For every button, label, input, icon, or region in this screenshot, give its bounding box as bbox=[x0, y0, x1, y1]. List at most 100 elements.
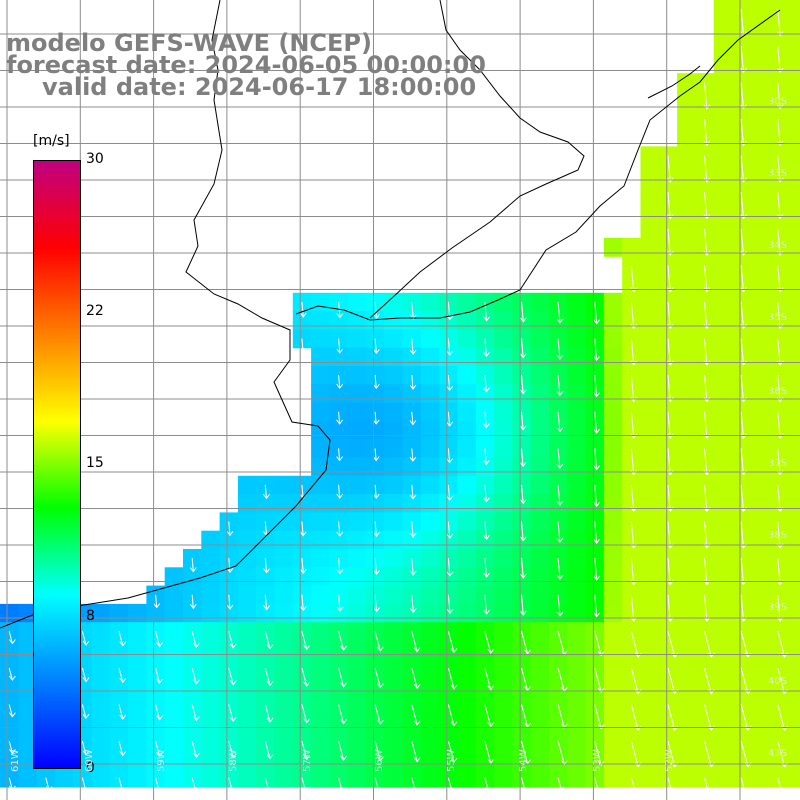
wind-speed-cell bbox=[439, 457, 459, 477]
wind-speed-cell bbox=[786, 237, 800, 257]
wind-speed-cell bbox=[384, 695, 404, 715]
wind-speed-cell bbox=[366, 677, 385, 696]
wind-arrow bbox=[45, 777, 53, 792]
wind-speed-cell bbox=[530, 366, 550, 385]
wind-speed-cell bbox=[530, 311, 550, 330]
wind-arrow bbox=[338, 740, 347, 761]
wind-speed-cell bbox=[658, 420, 678, 440]
wind-speed-cell bbox=[786, 109, 800, 129]
wind-speed-cell bbox=[311, 530, 330, 550]
wind-arrow bbox=[372, 484, 380, 499]
wind-speed-cell bbox=[274, 695, 294, 715]
wind-speed-cell bbox=[585, 567, 605, 587]
wind-speed-cell bbox=[530, 768, 550, 788]
wind-speed-cell bbox=[420, 366, 440, 385]
wind-arrow bbox=[118, 667, 127, 684]
wind-arrow bbox=[301, 777, 311, 797]
wind-speed-cell bbox=[567, 512, 587, 532]
wind-speed-cell bbox=[530, 677, 550, 696]
wind-speed-cell bbox=[567, 567, 587, 587]
wind-arrow bbox=[740, 228, 747, 256]
wind-speed-cell bbox=[786, 658, 800, 678]
wind-speed-cell bbox=[750, 347, 770, 367]
wind-speed-cell bbox=[366, 384, 385, 404]
wind-speed-cell bbox=[128, 768, 147, 788]
wind-speed-cell bbox=[512, 420, 532, 440]
wind-speed-cell bbox=[786, 457, 800, 477]
wind-speed-cell bbox=[237, 585, 257, 605]
wind-speed-cell bbox=[603, 347, 623, 367]
wind-speed-cell bbox=[494, 457, 513, 477]
wind-speed-cell bbox=[0, 713, 19, 733]
wind-arrow bbox=[446, 448, 453, 464]
wind-arrow bbox=[776, 192, 784, 220]
wind-speed-cell bbox=[677, 366, 696, 385]
wind-speed-cell bbox=[750, 18, 770, 38]
wind-speed-cell bbox=[585, 311, 605, 330]
wind-arrow bbox=[594, 740, 605, 767]
wind-arrow bbox=[301, 631, 311, 651]
wind-speed-cell bbox=[732, 347, 751, 367]
wind-speed-cell bbox=[567, 439, 587, 459]
wind-speed-cell bbox=[494, 713, 513, 733]
wind-speed-cell bbox=[786, 292, 800, 312]
wind-speed-cell bbox=[695, 274, 715, 294]
wind-arrow bbox=[228, 740, 237, 759]
wind-arrow bbox=[593, 484, 600, 508]
forecast-date: forecast date: 2024-06-05 00:00:00 bbox=[6, 51, 486, 79]
wind-speed-cell bbox=[713, 311, 733, 330]
wind-speed-cell bbox=[512, 347, 532, 367]
wind-arrow bbox=[81, 740, 90, 756]
wind-speed-cell bbox=[567, 347, 587, 367]
wind-speed-cell bbox=[549, 713, 568, 733]
wind-speed-cell bbox=[274, 494, 294, 513]
wind-arrow bbox=[519, 375, 527, 395]
wind-speed-cell bbox=[786, 640, 800, 660]
wind-speed-cell bbox=[713, 439, 733, 459]
wind-speed-cell bbox=[402, 603, 422, 623]
wind-arrow bbox=[81, 777, 90, 793]
wind-speed-cell bbox=[237, 695, 257, 715]
wind-speed-cell bbox=[420, 622, 440, 642]
wind-speed-cell bbox=[237, 677, 257, 696]
wind-speed-cell bbox=[750, 219, 770, 239]
wind-speed-cell bbox=[640, 384, 660, 404]
wind-speed-cell bbox=[457, 640, 477, 660]
wind-speed-cell bbox=[274, 677, 294, 696]
wind-arrow bbox=[556, 301, 564, 324]
wind-speed-cell bbox=[750, 512, 770, 532]
wind-speed-cell bbox=[457, 347, 477, 367]
wind-speed-cell bbox=[567, 549, 587, 568]
wind-speed-cell bbox=[695, 384, 715, 404]
wind-speed-cell bbox=[274, 768, 294, 788]
wind-arrow bbox=[556, 338, 564, 360]
wind-speed-cell bbox=[640, 750, 660, 770]
wind-speed-cell bbox=[530, 402, 550, 422]
wind-speed-cell bbox=[713, 274, 733, 294]
wind-speed-cell bbox=[237, 750, 257, 770]
wind-speed-cell bbox=[164, 750, 184, 770]
wind-arrow bbox=[409, 375, 417, 390]
wind-speed-cell bbox=[713, 329, 733, 349]
wind-arrow bbox=[521, 777, 531, 800]
wind-speed-cell bbox=[347, 329, 367, 349]
wind-speed-cell bbox=[750, 603, 770, 623]
wind-speed-cell bbox=[128, 658, 147, 678]
wind-speed-cell bbox=[786, 494, 800, 513]
wind-speed-cell bbox=[494, 732, 513, 751]
wind-speed-cell bbox=[567, 384, 587, 404]
wind-speed-cell bbox=[457, 658, 477, 678]
wind-arrow bbox=[8, 704, 16, 718]
wind-speed-cell bbox=[567, 402, 587, 422]
wind-speed-cell bbox=[603, 585, 623, 605]
wind-speed-cell bbox=[347, 603, 367, 623]
wind-speed-cell bbox=[713, 475, 733, 495]
wind-speed-cell bbox=[475, 713, 495, 733]
colorbar-tick-8: 8 bbox=[86, 608, 95, 624]
wind-speed-cell bbox=[18, 695, 38, 715]
wind-arrow bbox=[338, 704, 347, 725]
wind-arrow bbox=[447, 631, 458, 654]
wind-speed-cell bbox=[164, 677, 184, 696]
wind-speed-cell bbox=[402, 347, 422, 367]
lon-label: 52W bbox=[664, 749, 675, 772]
